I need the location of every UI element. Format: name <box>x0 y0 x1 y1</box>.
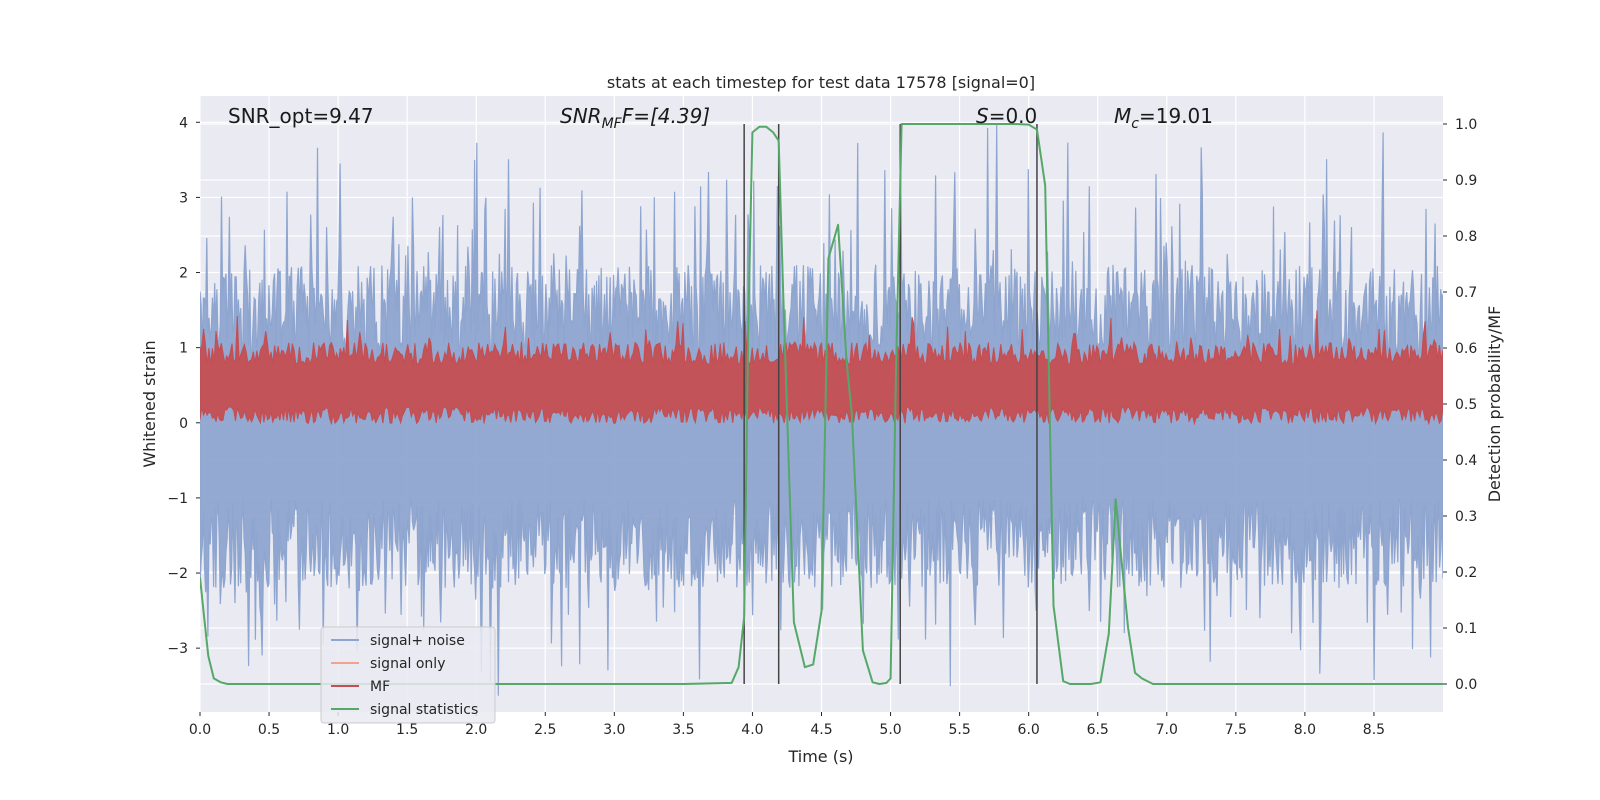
y2-tick-label: 0.1 <box>1455 621 1477 637</box>
s-main: S <box>976 104 989 128</box>
chart-title: stats at each timestep for test data 175… <box>607 73 1035 92</box>
y-tick-label: 1 <box>179 341 188 357</box>
x-tick-label: 2.0 <box>465 722 487 738</box>
x-tick-label: 4.0 <box>741 722 763 738</box>
mc-sub: c <box>1131 116 1139 132</box>
y2-tick-label: 0.8 <box>1455 229 1477 245</box>
y2-tick-label: 0.6 <box>1455 341 1477 357</box>
x-tick-label: 2.5 <box>534 722 556 738</box>
y-tick-label: 2 <box>179 266 188 282</box>
x-tick-label: 7.0 <box>1156 722 1178 738</box>
y-tick-label: 4 <box>179 115 188 131</box>
legend-box <box>320 626 496 724</box>
y-tick-label: −1 <box>167 491 188 507</box>
mc-rest: =19.01 <box>1139 104 1213 128</box>
x-tick-label: 6.5 <box>1087 722 1109 738</box>
y-tick-labels: 4 3 2 1 0 −1 −2 −3 <box>167 115 200 657</box>
y-tick-label: 0 <box>179 416 188 432</box>
legend: signal+ noise signal only MF signal stat… <box>320 626 496 724</box>
y2-tick-label: 0.7 <box>1455 285 1477 301</box>
x-tick-label: 1.0 <box>327 722 349 738</box>
x-tick-label: 0.5 <box>258 722 280 738</box>
x-tick-label: 6.0 <box>1018 722 1040 738</box>
y-tick-label: −3 <box>167 641 188 657</box>
x-tick-label: 1.5 <box>396 722 418 738</box>
y2-tick-label: 0.0 <box>1455 677 1477 693</box>
snr-mf-rest: F=[4.39] <box>622 104 710 128</box>
mc-annotation: Mc=19.01 <box>1114 104 1213 132</box>
y2-tick-label: 0.9 <box>1455 173 1477 189</box>
x-tick-label: 7.5 <box>1225 722 1247 738</box>
signal-statistics-series <box>200 123 1443 685</box>
y-axis-label: Whitened strain <box>140 340 159 467</box>
x-tick-label: 8.0 <box>1294 722 1316 738</box>
x-tick-label: 5.0 <box>879 722 901 738</box>
snr-mf-annotation: SNRMFF=[4.39] <box>560 104 710 132</box>
snr-opt-annotation: SNR_opt=9.47 <box>228 104 374 128</box>
legend-label-signal-statistics: signal statistics <box>370 702 478 718</box>
legend-label-mf: MF <box>370 679 390 695</box>
y2-axis-label: Detection probability/MF <box>1485 306 1504 503</box>
x-tick-label: 5.5 <box>948 722 970 738</box>
y2-tick-label: 0.4 <box>1455 453 1477 469</box>
signal-statistics-line <box>200 123 1443 685</box>
x-axis-label: Time (s) <box>787 747 853 766</box>
y-tick-label: −2 <box>167 566 188 582</box>
x-tick-labels: 0.0 0.5 1.0 1.5 2.0 2.5 3.0 3.5 4.0 4.5 5.0 5.5 6.0 6… <box>189 712 1385 738</box>
mc-main: M <box>1114 104 1131 128</box>
snr-mf-main: SNR <box>560 104 602 128</box>
y-tick-label: 3 <box>179 190 188 206</box>
legend-label-signal-only: signal only <box>370 656 445 672</box>
legend-label-signal-noise: signal+ noise <box>370 633 465 649</box>
y2-tick-label: 0.2 <box>1455 565 1477 581</box>
s-annotation: S=0.0 <box>976 104 1037 128</box>
y2-tick-labels: 1.0 0.9 0.8 0.7 0.6 0.5 0.4 0.3 0.2 0.1 0.0 <box>1443 117 1477 693</box>
x-tick-label: 3.0 <box>603 722 625 738</box>
y2-tick-label: 0.3 <box>1455 509 1477 525</box>
x-tick-label: 3.5 <box>672 722 694 738</box>
s-rest: =0.0 <box>989 104 1038 128</box>
x-tick-label: 0.0 <box>189 722 211 738</box>
mf-trace <box>200 310 1443 426</box>
x-tick-label: 8.5 <box>1363 722 1385 738</box>
y2-tick-label: 1.0 <box>1455 117 1477 133</box>
y2-tick-label: 0.5 <box>1455 397 1477 413</box>
mf-series <box>200 310 1443 426</box>
snr-mf-sub: MF <box>602 116 623 132</box>
x-tick-label: 4.5 <box>810 722 832 738</box>
